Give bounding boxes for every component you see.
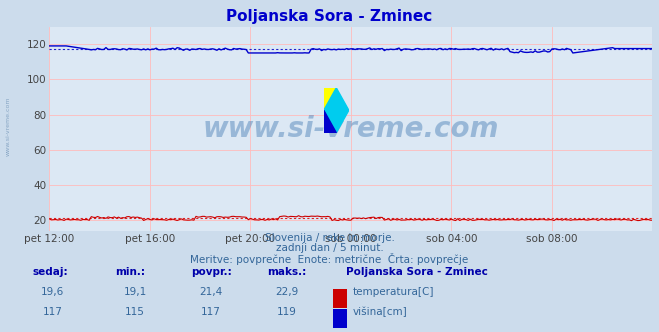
Text: 21,4: 21,4 [199, 287, 223, 297]
Text: Poljanska Sora - Zminec: Poljanska Sora - Zminec [346, 267, 488, 277]
Text: min.:: min.: [115, 267, 146, 277]
Text: 119: 119 [277, 307, 297, 317]
Text: višina[cm]: višina[cm] [353, 307, 407, 317]
Polygon shape [324, 88, 349, 133]
Text: maks.:: maks.: [267, 267, 306, 277]
Text: Meritve: povprečne  Enote: metrične  Črta: povprečje: Meritve: povprečne Enote: metrične Črta:… [190, 253, 469, 265]
Text: Slovenija / reke in morje.: Slovenija / reke in morje. [264, 233, 395, 243]
Text: Poljanska Sora - Zminec: Poljanska Sora - Zminec [227, 9, 432, 24]
Text: sedaj:: sedaj: [33, 267, 69, 277]
Text: temperatura[C]: temperatura[C] [353, 287, 434, 297]
Text: 115: 115 [125, 307, 145, 317]
Polygon shape [324, 110, 336, 133]
Polygon shape [324, 88, 336, 110]
Text: www.si-vreme.com: www.si-vreme.com [5, 96, 11, 156]
Text: zadnji dan / 5 minut.: zadnji dan / 5 minut. [275, 243, 384, 253]
Text: 19,1: 19,1 [123, 287, 147, 297]
Text: 117: 117 [43, 307, 63, 317]
Text: povpr.:: povpr.: [191, 267, 232, 277]
Text: 117: 117 [201, 307, 221, 317]
Text: 19,6: 19,6 [41, 287, 65, 297]
Text: 22,9: 22,9 [275, 287, 299, 297]
Text: www.si-vreme.com: www.si-vreme.com [203, 115, 499, 143]
